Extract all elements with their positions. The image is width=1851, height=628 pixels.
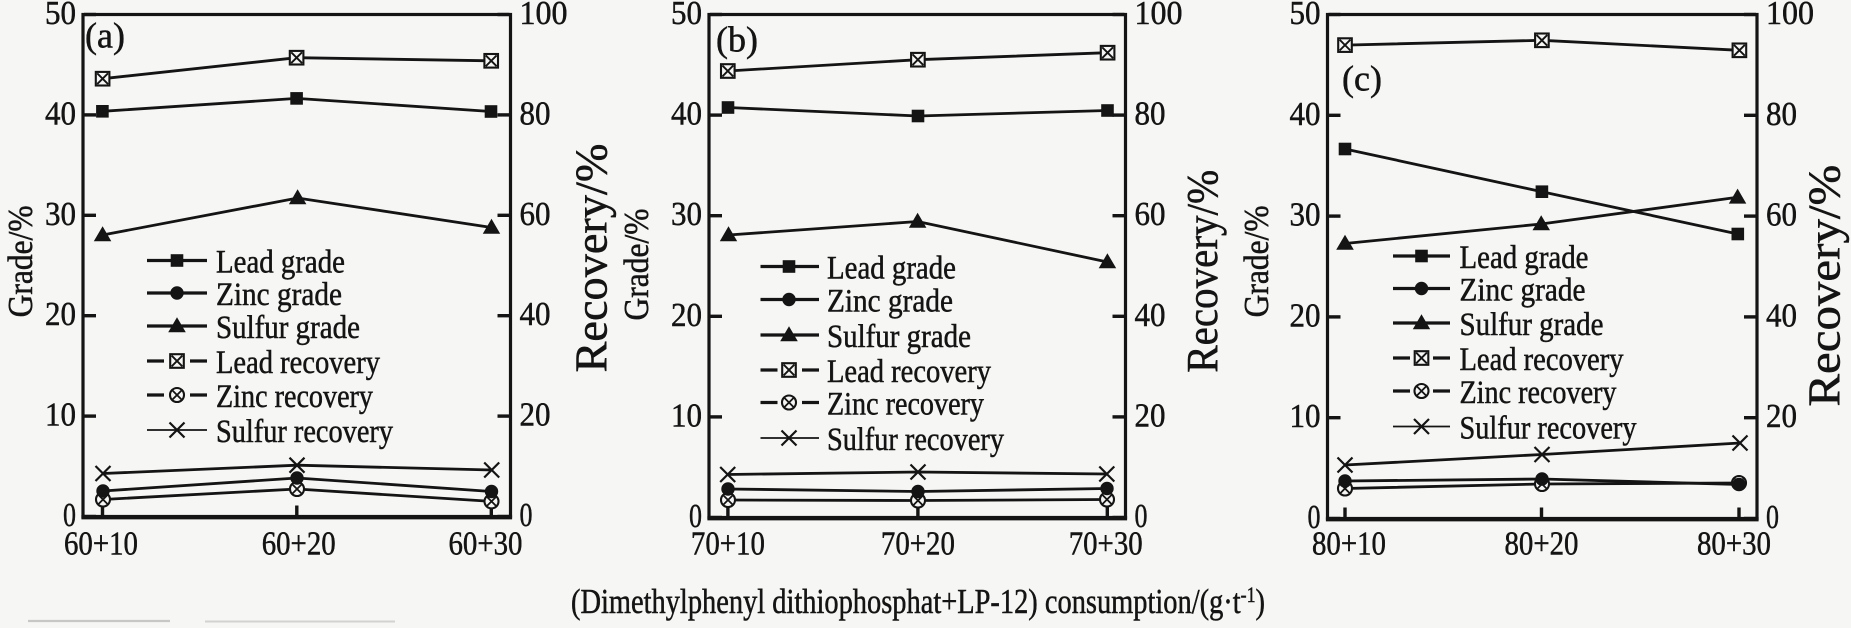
svg-text:30: 30 xyxy=(45,196,76,233)
svg-text:40: 40 xyxy=(45,95,76,132)
svg-text:0: 0 xyxy=(1308,499,1321,536)
svg-text:60: 60 xyxy=(1766,197,1797,234)
svg-text:Zinc recovery: Zinc recovery xyxy=(216,379,373,415)
svg-text:Grade/%: Grade/% xyxy=(617,209,656,321)
svg-text:20: 20 xyxy=(520,397,551,434)
svg-text:80: 80 xyxy=(520,95,551,132)
svg-text:0: 0 xyxy=(520,497,533,534)
svg-text:40: 40 xyxy=(1766,297,1797,334)
svg-text:Sulfur grade: Sulfur grade xyxy=(216,310,360,346)
svg-text:20: 20 xyxy=(671,297,702,334)
svg-text:0: 0 xyxy=(1135,498,1148,535)
svg-text:20: 20 xyxy=(1135,397,1166,434)
svg-text:60: 60 xyxy=(520,196,551,233)
svg-text:30: 30 xyxy=(1290,197,1321,234)
svg-text:Lead grade: Lead grade xyxy=(216,245,345,281)
svg-text:Recovery/%: Recovery/% xyxy=(1799,165,1849,407)
svg-text:Recovery/%: Recovery/% xyxy=(565,144,616,373)
svg-text:80+20: 80+20 xyxy=(1505,526,1579,563)
svg-text:Grade/%: Grade/% xyxy=(1237,205,1276,317)
svg-text:100: 100 xyxy=(1766,0,1814,32)
svg-text:(a): (a) xyxy=(85,16,125,56)
svg-text:10: 10 xyxy=(671,397,702,434)
svg-text:Lead grade: Lead grade xyxy=(1460,240,1589,276)
svg-text:100: 100 xyxy=(1135,0,1183,32)
svg-text:70+10: 70+10 xyxy=(691,526,765,563)
svg-text:0: 0 xyxy=(63,497,76,534)
svg-text:20: 20 xyxy=(45,296,76,333)
svg-text:Zinc recovery: Zinc recovery xyxy=(827,387,984,423)
svg-text:70+20: 70+20 xyxy=(881,526,955,563)
svg-text:Zinc grade: Zinc grade xyxy=(827,284,953,320)
svg-text:40: 40 xyxy=(671,96,702,133)
svg-text:(b): (b) xyxy=(716,20,758,60)
svg-text:Sulfur grade: Sulfur grade xyxy=(827,319,971,355)
svg-text:60+30: 60+30 xyxy=(449,526,523,563)
svg-text:80: 80 xyxy=(1135,96,1166,133)
svg-text:40: 40 xyxy=(520,296,551,333)
svg-text:Grade/%: Grade/% xyxy=(1,205,40,317)
svg-text:Lead grade: Lead grade xyxy=(827,251,956,287)
svg-text:80+10: 80+10 xyxy=(1312,526,1386,563)
svg-text:Sulfur recovery: Sulfur recovery xyxy=(216,414,393,450)
svg-text:Sulfur recovery: Sulfur recovery xyxy=(1460,411,1637,447)
svg-text:80+30: 80+30 xyxy=(1697,526,1771,563)
svg-text:Zinc grade: Zinc grade xyxy=(1460,273,1586,309)
svg-text:100: 100 xyxy=(520,0,568,32)
svg-text:Zinc recovery: Zinc recovery xyxy=(1460,375,1617,411)
svg-text:Sulfur recovery: Sulfur recovery xyxy=(827,422,1004,458)
svg-text:Zinc grade: Zinc grade xyxy=(216,277,342,313)
svg-text:80: 80 xyxy=(1766,96,1797,133)
svg-text:Lead recovery: Lead recovery xyxy=(1460,342,1624,378)
svg-text:50: 50 xyxy=(1290,0,1321,32)
svg-text:60+10: 60+10 xyxy=(64,526,138,563)
svg-text:10: 10 xyxy=(1290,398,1321,435)
svg-text:60+20: 60+20 xyxy=(262,526,336,563)
svg-text:Lead recovery: Lead recovery xyxy=(216,345,380,381)
svg-text:Recovery/%: Recovery/% xyxy=(1178,170,1227,373)
svg-text:40: 40 xyxy=(1290,96,1321,133)
svg-text:20: 20 xyxy=(1766,398,1797,435)
svg-text:50: 50 xyxy=(45,0,76,32)
svg-text:0: 0 xyxy=(1766,499,1779,536)
svg-text:10: 10 xyxy=(45,397,76,434)
svg-text:(c): (c) xyxy=(1342,59,1382,99)
svg-text:(Dimethylphenyl dithiophosphat: (Dimethylphenyl dithiophosphat+LP-12) co… xyxy=(571,582,1265,621)
svg-text:0: 0 xyxy=(689,498,702,535)
svg-text:60: 60 xyxy=(1135,196,1166,233)
svg-text:Sulfur grade: Sulfur grade xyxy=(1460,307,1604,343)
svg-text:40: 40 xyxy=(1135,297,1166,334)
svg-text:70+30: 70+30 xyxy=(1069,526,1143,563)
svg-text:20: 20 xyxy=(1290,297,1321,334)
svg-text:50: 50 xyxy=(671,0,702,32)
svg-text:Lead recovery: Lead recovery xyxy=(827,354,991,390)
svg-text:30: 30 xyxy=(671,196,702,233)
